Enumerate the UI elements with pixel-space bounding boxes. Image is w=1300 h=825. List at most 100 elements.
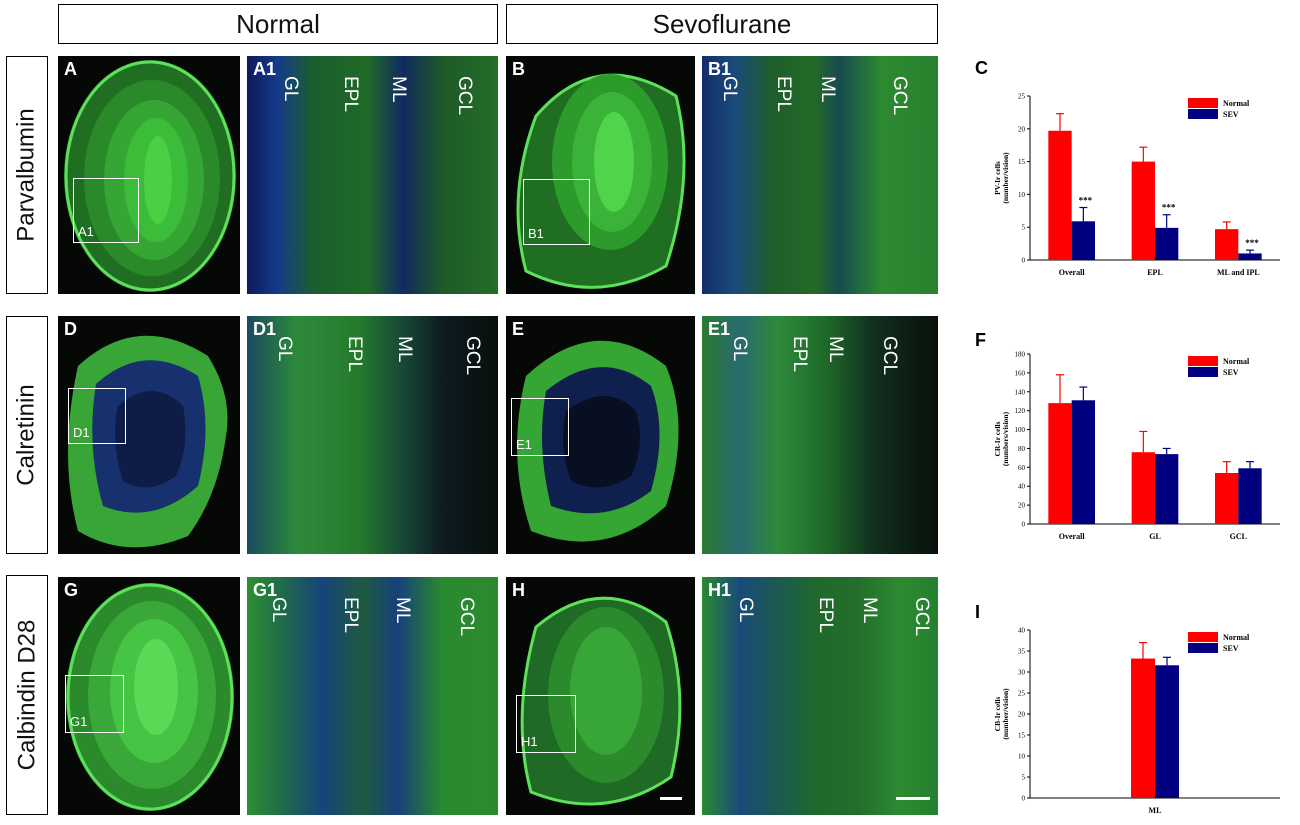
- inset-box-A1: A1: [73, 178, 139, 243]
- x-tick-label: ML and IPL: [1217, 268, 1260, 277]
- y-tick-label: 100: [1015, 426, 1026, 434]
- bulb-image-G: [66, 583, 234, 811]
- significance-marker: ***: [1079, 196, 1093, 206]
- y-axis-label: CR-Ir cells: [993, 421, 1002, 456]
- chart-F: 0 20 40 60 80 100 120 140 160 180 CR-Ir cells (numb…: [975, 344, 1295, 556]
- y-tick-label: 0: [1022, 795, 1026, 803]
- y-tick-label: 20: [1018, 711, 1026, 719]
- panel-D-overview: D D1: [58, 316, 240, 554]
- y-axis-label-unit: (number/vision): [1001, 688, 1010, 740]
- header-normal: Normal: [58, 4, 498, 44]
- y-tick-label: 0: [1022, 257, 1026, 265]
- y-tick-label: 80: [1018, 445, 1026, 453]
- y-tick-label: 60: [1018, 464, 1026, 472]
- y-axis-label: CB-Ir cells: [993, 697, 1002, 732]
- bar-sev-ml-and-ipl: [1238, 253, 1262, 260]
- scale-bar-H: [660, 797, 682, 800]
- layer-label-gl: GL: [268, 597, 289, 623]
- x-tick-label: EPL: [1147, 268, 1163, 277]
- bar-normal-overall: [1048, 130, 1072, 260]
- panel-label-A: A: [64, 59, 77, 79]
- layer-label-gl: GL: [735, 597, 756, 623]
- inset-label-G1: G1: [70, 714, 88, 729]
- legend-swatch-normal: [1188, 632, 1218, 642]
- inset-label-E1: E1: [516, 437, 532, 452]
- panel-label-E: E: [512, 319, 525, 339]
- chart-label-C: C: [975, 58, 988, 78]
- y-tick-label: 5: [1022, 224, 1026, 232]
- layer-label-gl: GL: [729, 336, 750, 362]
- layer-label-gcl: GCL: [456, 597, 477, 637]
- legend-label-normal: Normal: [1223, 357, 1250, 366]
- panel-label-B: B: [512, 59, 525, 79]
- layer-label-gcl: GCL: [454, 76, 475, 116]
- y-tick-label: 20: [1018, 502, 1026, 510]
- y-tick-label: 120: [1015, 407, 1026, 415]
- y-axis-label: PV-Ir cells: [993, 161, 1002, 195]
- layer-label-ml: ML: [825, 336, 846, 363]
- row-label-parvalbumin-text: Parvalbumin: [13, 108, 40, 242]
- significance-marker: ***: [1245, 238, 1259, 248]
- inset-box-G1: G1: [65, 675, 124, 733]
- layer-label-ml: ML: [817, 76, 838, 103]
- layer-label-gcl: GCL: [889, 76, 910, 116]
- inset-label-H1: H1: [521, 734, 538, 749]
- y-tick-label: 20: [1018, 125, 1026, 133]
- layer-label-epl: EPL: [789, 336, 810, 372]
- panel-H-overview: H H1: [506, 577, 695, 815]
- y-tick-label: 10: [1018, 753, 1026, 761]
- legend-label-sev: SEV: [1223, 644, 1239, 653]
- row-label-calretinin-text: Calretinin: [13, 384, 41, 486]
- row-label-calbindin: Calbindin D28: [6, 575, 48, 815]
- layer-label-gl: GL: [719, 76, 740, 102]
- layer-label-ml: ML: [859, 597, 880, 624]
- legend-label-normal: Normal: [1223, 99, 1250, 108]
- layer-label-gl: GL: [280, 76, 301, 102]
- y-tick-label: 40: [1018, 627, 1026, 635]
- layer-label-ml: ML: [388, 76, 409, 103]
- layer-label-gcl: GCL: [879, 336, 900, 376]
- y-axis-label-unit: (numbers/vision): [1001, 411, 1010, 466]
- legend-swatch-normal: [1188, 98, 1218, 108]
- panel-label-B1: B1: [708, 59, 732, 79]
- header-normal-text: Normal: [236, 8, 320, 39]
- bar-sev-gcl: [1238, 468, 1262, 524]
- y-tick-label: 160: [1015, 369, 1026, 377]
- y-tick-label: 25: [1018, 93, 1026, 101]
- panel-B-overview: B B1: [506, 56, 695, 294]
- bar-normal-ml-and-ipl: [1215, 229, 1239, 260]
- layer-label-epl: EPL: [340, 76, 361, 112]
- bar-sev-overall: [1071, 221, 1095, 260]
- x-tick-label: ML: [1149, 806, 1162, 815]
- legend-label-sev: SEV: [1223, 110, 1239, 119]
- layer-label-gcl: GCL: [911, 597, 932, 637]
- panel-G1-zoom: G1 GL EPL ML GCL: [247, 577, 498, 815]
- chart-I-svg: 0 5 10 15 20 25 30 35 40 CB-Ir cells (number/visio…: [993, 627, 1280, 815]
- panel-label-D1: D1: [253, 319, 277, 339]
- inset-box-B1: B1: [523, 179, 590, 245]
- y-tick-label: 15: [1018, 732, 1026, 740]
- y-tick-label: 5: [1022, 774, 1026, 782]
- bar-sev-ml: [1155, 665, 1179, 798]
- x-tick-label: Overall: [1059, 268, 1086, 277]
- x-tick-label: GL: [1149, 532, 1161, 541]
- panel-E1-zoom: E1 GL EPL ML GCL: [702, 316, 938, 554]
- bar-normal-ml: [1131, 658, 1155, 798]
- x-tick-label: GCL: [1230, 532, 1247, 541]
- panel-label-H1: H1: [708, 580, 732, 600]
- bar-sev-gl: [1155, 454, 1179, 524]
- panel-A-overview: A A1: [58, 56, 240, 294]
- bar-normal-gl: [1131, 452, 1155, 524]
- panel-label-E1: E1: [708, 319, 731, 339]
- bulb-image-E: [517, 340, 679, 542]
- y-axis-label-unit: (number/vision): [1001, 152, 1010, 204]
- layer-label-epl: EPL: [815, 597, 836, 633]
- legend-swatch-normal: [1188, 356, 1218, 366]
- row-label-calretinin: Calretinin: [6, 316, 48, 554]
- y-tick-label: 180: [1015, 351, 1026, 359]
- y-tick-label: 140: [1015, 388, 1026, 396]
- y-tick-label: 30: [1018, 669, 1026, 677]
- row-label-calbindin-text: Calbindin D28: [13, 619, 41, 771]
- layer-label-epl: EPL: [344, 336, 365, 372]
- bar-normal-epl: [1131, 161, 1155, 260]
